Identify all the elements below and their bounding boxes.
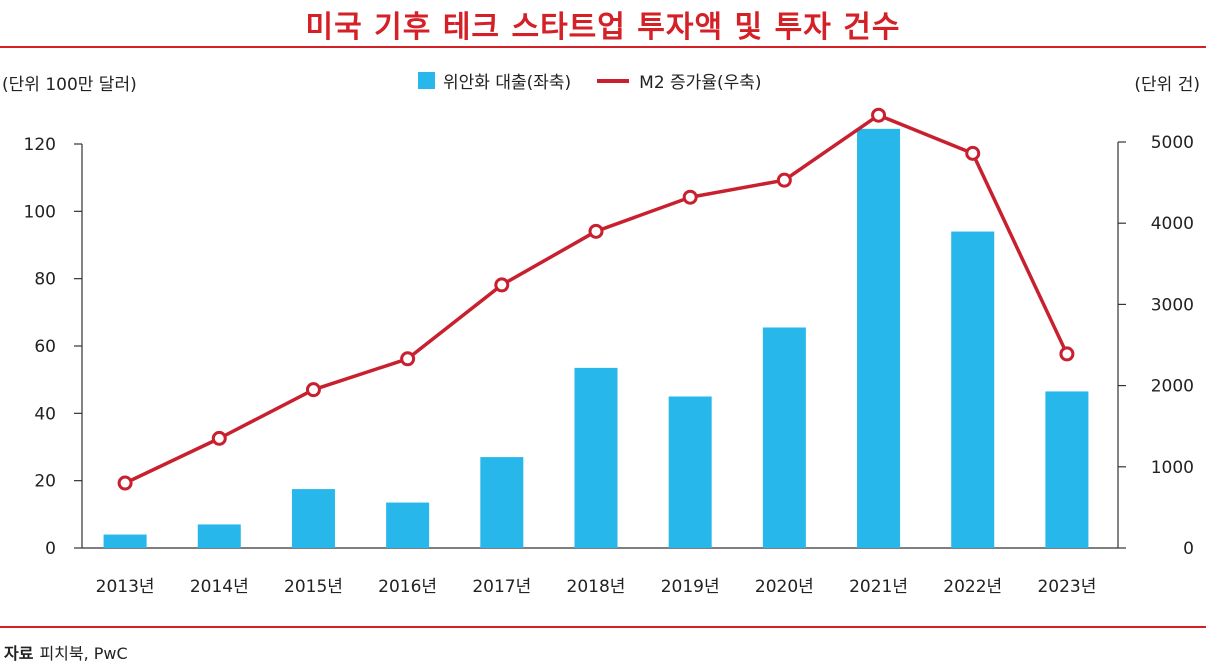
- x-tick-label: 2022년: [943, 577, 1002, 597]
- source-label: 자료: [4, 644, 34, 663]
- line-point: [682, 189, 698, 205]
- x-tick-label: 2019년: [661, 577, 720, 597]
- x-tick-label: 2021년: [849, 577, 908, 597]
- right-tick-label: 4000: [1151, 214, 1194, 234]
- x-tick-label: 2016년: [378, 577, 437, 597]
- left-tick-label: 60: [34, 337, 56, 357]
- bar: [951, 231, 995, 549]
- bar: [857, 128, 901, 548]
- source-note: 자료 피치북, PwC: [4, 640, 128, 664]
- x-tick-label: 2013년: [96, 577, 155, 597]
- bar: [1045, 391, 1089, 548]
- line-point: [117, 475, 133, 491]
- line-point: [494, 277, 510, 293]
- x-tick-label: 2014년: [190, 577, 249, 597]
- left-axis-unit: (단위 100만 달러): [2, 75, 137, 95]
- legend-line-label: M2 증가율(우축): [639, 73, 762, 93]
- right-tick-label: 2000: [1151, 377, 1194, 397]
- x-tick-label: 2017년: [472, 577, 531, 597]
- right-tick-label: 0: [1183, 539, 1194, 559]
- right-tick-label: 5000: [1151, 133, 1194, 153]
- bar: [291, 489, 335, 548]
- bar: [762, 327, 806, 548]
- legend-line-swatch: [597, 78, 630, 83]
- line-point: [588, 223, 604, 239]
- source-text: 피치북, PwC: [39, 644, 128, 663]
- title-divider: [0, 46, 1206, 48]
- right-axis-unit: (단위 건): [1134, 75, 1200, 95]
- left-tick-label: 120: [24, 135, 56, 155]
- chart-title: 미국 기후 테크 스타트업 투자액 및 투자 건수: [305, 10, 901, 45]
- bar: [103, 534, 147, 548]
- line-point: [1059, 346, 1075, 362]
- bar: [668, 396, 712, 548]
- line-point: [400, 351, 416, 367]
- left-tick-label: 80: [34, 270, 56, 290]
- left-tick-label: 40: [34, 404, 56, 424]
- left-tick-label: 0: [45, 539, 56, 559]
- x-tick-label: 2020년: [755, 577, 814, 597]
- legend: 위안화 대출(좌축) M2 증가율(우축): [418, 68, 762, 93]
- bar: [480, 457, 524, 548]
- line-point: [776, 172, 792, 188]
- bar: [386, 502, 430, 548]
- bar: [574, 367, 618, 548]
- bar: [197, 524, 241, 548]
- right-tick-label: 3000: [1151, 295, 1194, 315]
- x-tick-label: 2023년: [1037, 577, 1096, 597]
- line-point: [965, 145, 981, 161]
- line-point: [305, 382, 321, 398]
- legend-bar-label: 위안화 대출(좌축): [443, 73, 572, 93]
- left-tick-label: 20: [34, 472, 56, 492]
- footer-divider: [0, 626, 1206, 628]
- line-point: [211, 430, 227, 446]
- x-tick-label: 2018년: [567, 577, 626, 597]
- right-tick-label: 1000: [1151, 458, 1194, 478]
- chart-area: 0 20 40 60 80 100 120 0 1000 2000 3000 4000 5000 2013…: [24, 107, 1194, 597]
- line-point: [871, 107, 887, 123]
- x-tick-label: 2015년: [284, 577, 343, 597]
- legend-bar-swatch: [418, 72, 435, 89]
- left-tick-label: 100: [24, 202, 56, 222]
